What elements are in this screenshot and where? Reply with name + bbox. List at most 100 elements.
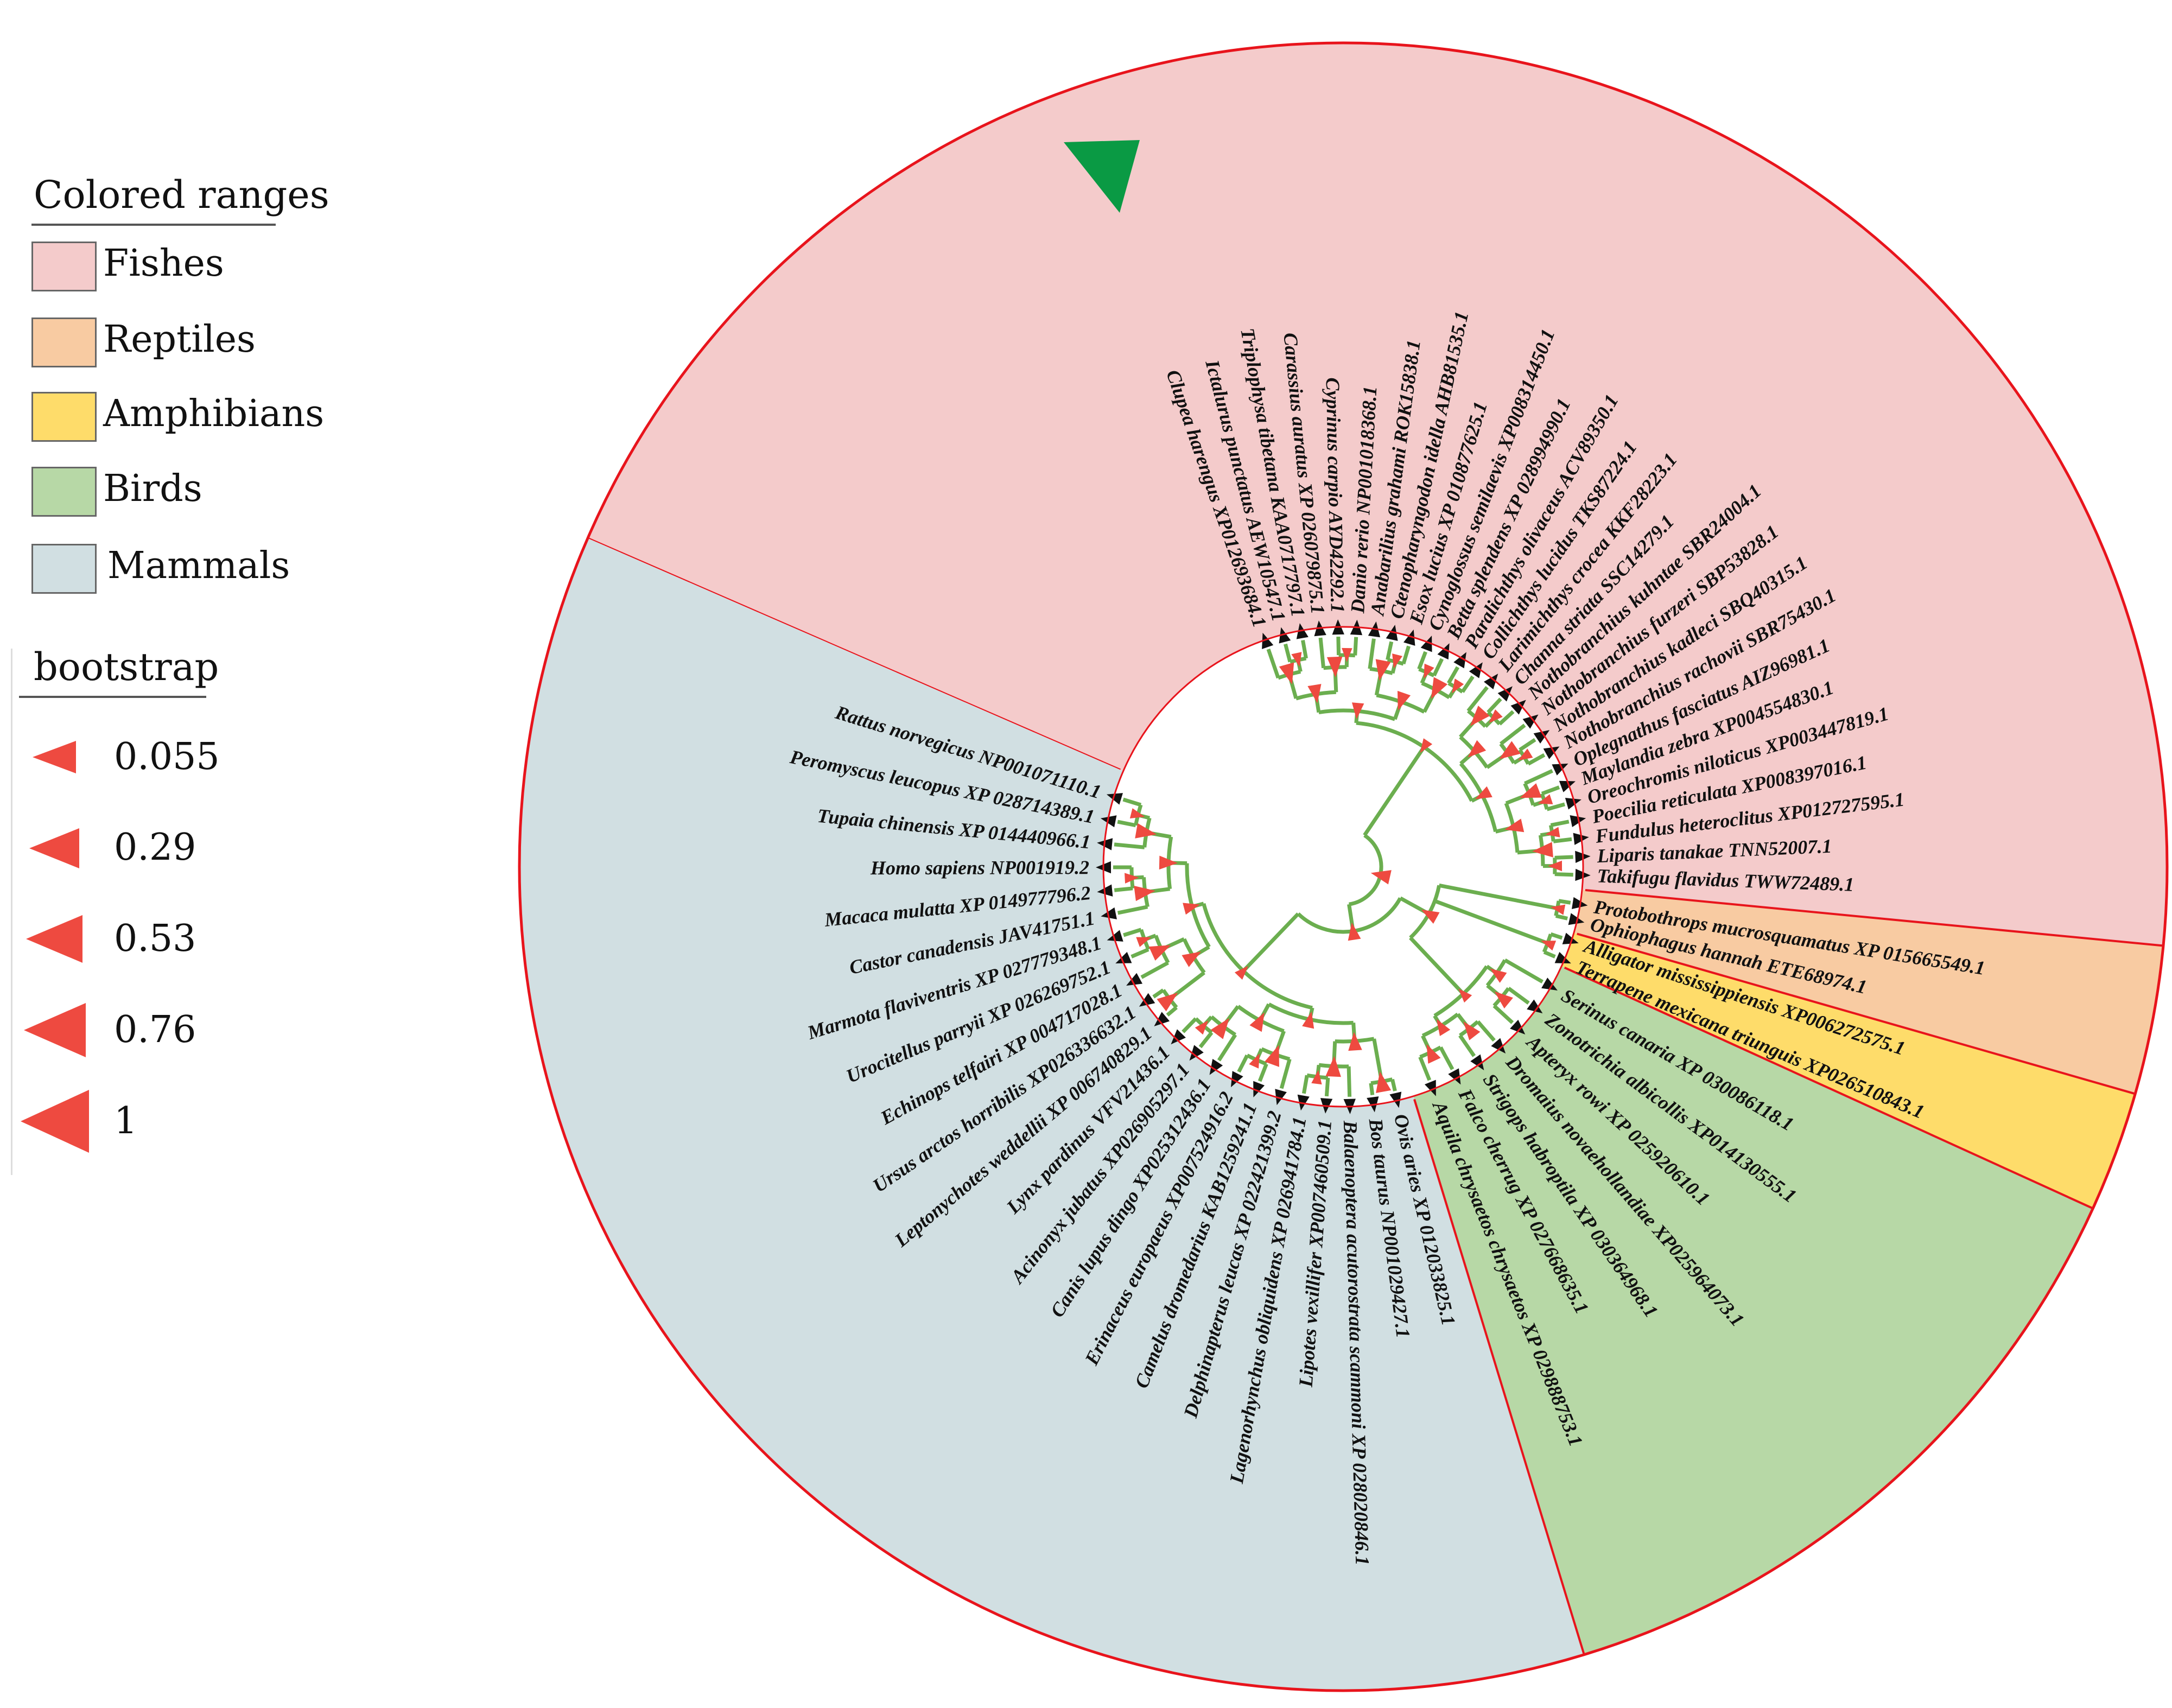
leaf-tip-icon xyxy=(1510,1019,1526,1035)
bootstrap-node-icon xyxy=(1311,1070,1322,1085)
leaf-tip-icon xyxy=(1171,1029,1186,1045)
bootstrap-divider xyxy=(11,649,12,1175)
branch xyxy=(1279,1058,1292,1089)
branch xyxy=(1439,883,1558,911)
bootstrap-node-icon xyxy=(1489,709,1503,723)
leaf-tip-icon xyxy=(1453,652,1466,669)
leaf-tip-icon xyxy=(1497,686,1513,702)
leaf-tip-icon xyxy=(1469,662,1483,678)
leaf-tip-icon xyxy=(1510,700,1526,715)
colored-ranges-rule xyxy=(31,224,276,226)
leaf-tip-icon xyxy=(1106,793,1123,805)
branch xyxy=(1409,936,1465,995)
leaf-tip-icon xyxy=(1559,780,1576,792)
bootstrap-node-icon xyxy=(1458,988,1472,1003)
branch xyxy=(1336,637,1341,656)
bootstrap-node-icon xyxy=(1210,1018,1229,1039)
branch xyxy=(1418,1056,1432,1081)
branch xyxy=(1198,1031,1214,1049)
leaf-tip-icon xyxy=(1522,714,1539,729)
bootstrap-node-icon xyxy=(1550,904,1566,915)
bootstrap-node-icon xyxy=(1470,706,1490,726)
branch xyxy=(1301,1075,1309,1094)
branch xyxy=(1476,1020,1496,1042)
bootstrap-markers xyxy=(21,741,89,1153)
leaf-tip-icon xyxy=(1403,629,1415,646)
leaf-tip-icon xyxy=(1565,797,1582,810)
bootstrap-node-icon xyxy=(1249,1012,1265,1032)
bootstrap-node-icon xyxy=(1183,903,1201,915)
branch xyxy=(1122,797,1142,807)
bootstrap-node-icon xyxy=(1436,1019,1451,1036)
bootstrap-label-0-76: 0.76 xyxy=(114,1008,196,1051)
leaf-tip-markers xyxy=(1096,619,1591,1114)
sector-fishes xyxy=(587,42,2167,946)
leaf-tip-icon xyxy=(1126,973,1143,986)
bootstrap-node-icon xyxy=(1420,738,1433,753)
branch xyxy=(1284,643,1292,663)
bootstrap-node-icon xyxy=(1129,808,1145,818)
range-label-fishes: Fishes xyxy=(103,242,224,285)
sector-divider xyxy=(1577,932,2136,1095)
branch xyxy=(1347,1066,1352,1097)
bootstrap-node-icon xyxy=(1307,684,1322,703)
branch xyxy=(1458,1034,1476,1057)
leaf-tip-icon xyxy=(1275,1089,1287,1106)
bootstrap-marker-0-76-icon xyxy=(24,1003,86,1057)
bootstrap-label-0-055: 0.055 xyxy=(114,735,220,778)
leaf-tip-icon xyxy=(1541,977,1558,990)
branch xyxy=(1434,899,1548,945)
leaf-tip-icon xyxy=(1533,730,1550,744)
colored-range-sectors xyxy=(519,42,2167,1691)
bootstrap-node-icon xyxy=(1504,818,1525,833)
branch xyxy=(1504,958,1544,984)
colored-ranges-title: Colored ranges xyxy=(34,173,329,217)
sector-divider xyxy=(1585,888,2164,947)
branch xyxy=(1550,932,1563,940)
branch xyxy=(1117,820,1136,828)
leaf-tip-icon xyxy=(1279,627,1291,644)
leaf-tip-icon xyxy=(1470,1054,1484,1071)
range-swatch-fishes xyxy=(31,242,97,291)
branch xyxy=(1131,948,1149,958)
highlight-arrow-icon xyxy=(1064,140,1140,213)
bootstrap-rule xyxy=(19,696,206,698)
leaf-tip-icon xyxy=(1491,1038,1506,1054)
bootstrap-node-icon xyxy=(1279,662,1294,684)
tree-core xyxy=(1103,627,1583,1107)
leaf-tip-icon xyxy=(1389,1091,1402,1108)
bootstrap-label-1: 1 xyxy=(114,1100,138,1142)
bootstrap-marker-0-53-icon xyxy=(26,915,82,963)
leaf-tip-icon xyxy=(1543,746,1560,759)
branch xyxy=(1554,872,1573,877)
bootstrap-node-icon xyxy=(1468,740,1487,758)
bootstrap-marker-1-icon xyxy=(21,1090,89,1153)
bootstrap-node-icon xyxy=(1302,1011,1314,1029)
branch xyxy=(1123,928,1142,937)
leaf-tip-icon xyxy=(1424,1080,1436,1096)
range-swatch-birds xyxy=(31,467,97,517)
outer-boundary-ring xyxy=(518,41,2169,1692)
leaf-tip-icon xyxy=(1568,913,1585,925)
bootstrap-node-icon xyxy=(1541,941,1557,951)
branch xyxy=(1527,753,1546,766)
range-label-reptiles: Reptiles xyxy=(103,318,256,361)
branch xyxy=(1324,1077,1330,1097)
bootstrap-node-icon xyxy=(1136,937,1152,947)
bootstrap-node-icon xyxy=(1148,945,1171,961)
branch xyxy=(1258,1063,1268,1082)
branch xyxy=(1182,1017,1197,1033)
branch xyxy=(1487,697,1502,714)
bootstrap-node-icon xyxy=(1249,1053,1260,1069)
bootstrap-node-icon xyxy=(1348,1032,1362,1051)
branch xyxy=(1368,638,1376,669)
bootstrap-node-icon xyxy=(1157,993,1178,1012)
leaf-tip-icon xyxy=(1552,763,1568,776)
range-label-amphibians: Amphibians xyxy=(103,392,325,435)
bootstrap-marker-0-055-icon xyxy=(33,741,76,773)
branch xyxy=(1152,988,1165,999)
bootstrap-marker-0-29-icon xyxy=(29,828,79,868)
leaf-tip-icon xyxy=(1253,1081,1265,1097)
branch xyxy=(1507,987,1530,1005)
